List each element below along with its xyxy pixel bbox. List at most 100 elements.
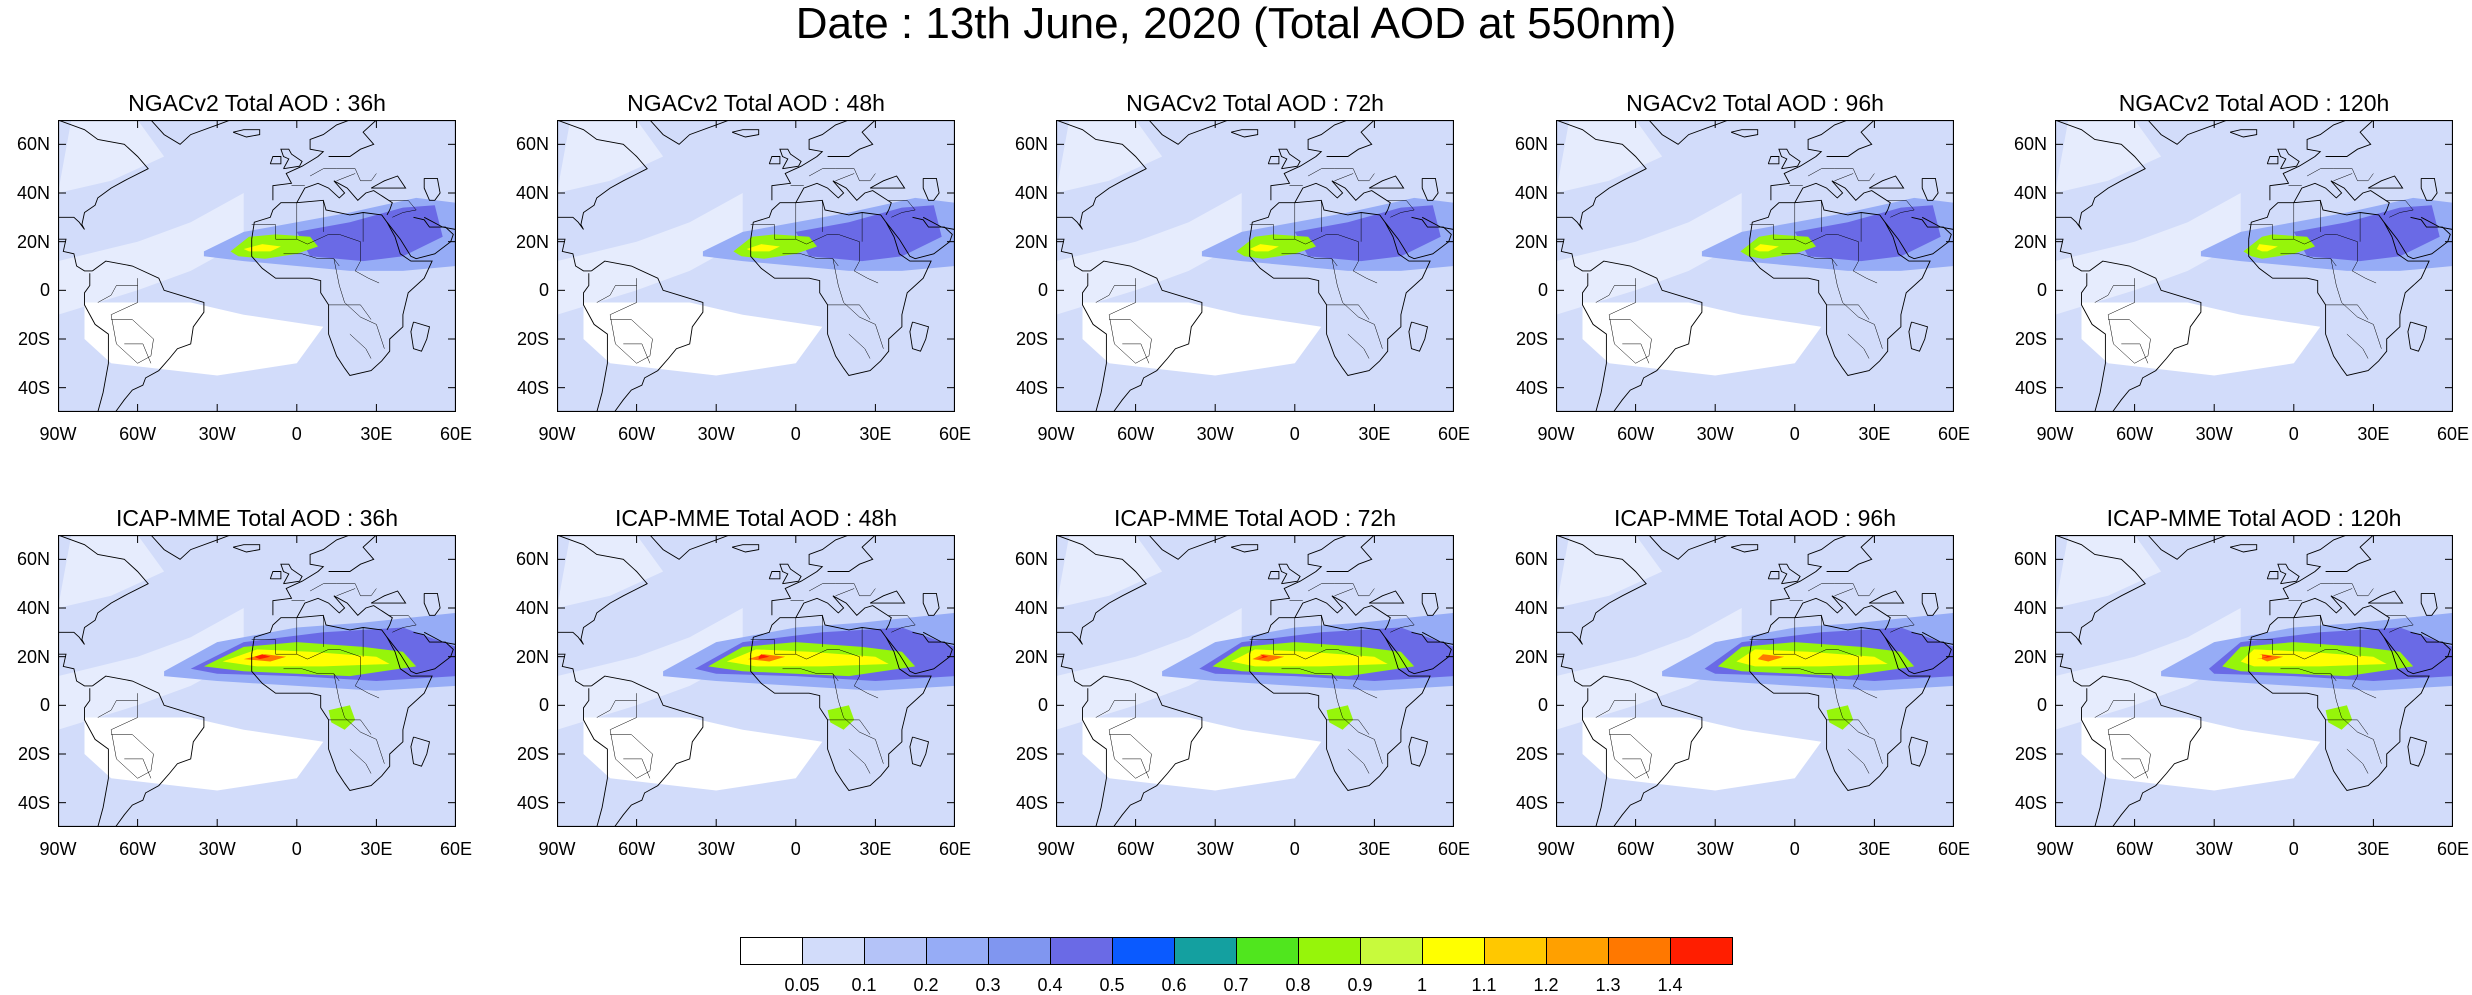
colorbar-swatch: [1670, 937, 1733, 965]
coastline: [827, 535, 876, 572]
lat-tick-label: 0: [2036, 695, 2047, 716]
map-frame: [557, 535, 955, 827]
country-border: [888, 615, 916, 633]
lon-tick-label: 0: [2288, 839, 2299, 859]
lat-tick-label: 0: [1537, 695, 1548, 716]
lon-tick-label: 60E: [439, 839, 473, 859]
coastline: [2055, 653, 2090, 687]
colorbar-label: 1: [1416, 975, 1427, 995]
coastline: [2055, 688, 2106, 827]
coastline: [557, 653, 592, 687]
map-panel: ICAP-MME Total AOD : 120h: [2055, 505, 2453, 827]
coastline: [2277, 563, 2300, 585]
coastline: [92, 675, 205, 827]
lat-tick-label: 0: [39, 280, 50, 301]
country-border: [2107, 693, 2151, 779]
country-border: [336, 173, 356, 182]
lat-tick-label: 20S: [2014, 744, 2047, 764]
lon-tick-label: 0: [2288, 424, 2299, 444]
lat-tick-label: 20N: [2013, 646, 2047, 667]
colorbar-swatch: [1422, 937, 1485, 965]
country-border: [309, 168, 377, 182]
coastline: [1778, 148, 1801, 170]
country-border: [1847, 748, 1870, 774]
country-border: [1781, 253, 1838, 267]
country-border: [97, 285, 138, 303]
country-border: [2280, 253, 2337, 267]
map-frame: [1056, 120, 1454, 412]
lat-tick-label: 20N: [1014, 231, 1048, 252]
country-border: [2248, 224, 2377, 284]
country-border: [827, 304, 871, 320]
coastline: [1056, 535, 1147, 645]
lat-tick-label: 60N: [515, 134, 549, 155]
colorbar-label: 0.3: [975, 975, 1001, 995]
country-border: [1622, 343, 1650, 364]
low-aod-region: [58, 608, 244, 730]
colorbar-swatch: [740, 937, 803, 965]
lon-tick-label: 90W: [2036, 839, 2074, 859]
coastline: [1868, 590, 1905, 604]
country-border: [251, 224, 380, 284]
lon-tick-label: 0: [1789, 424, 1800, 444]
aod-plume: [1736, 649, 1888, 667]
country-border: [1608, 693, 1652, 779]
map-frame: [2055, 535, 2453, 827]
lon-tick-label: 0: [1289, 424, 1300, 444]
country-border: [333, 673, 385, 764]
country-border: [623, 343, 651, 364]
country-border: [1622, 758, 1650, 779]
map-frame: [1556, 535, 1954, 827]
coastline: [1294, 180, 1391, 216]
lat-tick-label: 40S: [516, 792, 549, 813]
coastline: [1826, 120, 1875, 157]
lat-tick-label: 20N: [2013, 231, 2047, 252]
lon-tick-label: 30W: [697, 839, 735, 859]
country-border: [782, 668, 839, 682]
coastline: [909, 736, 930, 767]
coastline: [2325, 120, 2374, 157]
coastline: [557, 535, 648, 645]
lat-tick-label: 0: [1037, 695, 1048, 716]
low-aod-region: [1056, 193, 1242, 315]
lon-tick-label: 30W: [2195, 424, 2233, 444]
lat-tick-label: 60N: [2013, 549, 2047, 570]
country-border: [2121, 343, 2149, 364]
colorbar-swatch: [1112, 937, 1175, 965]
country-border: [2386, 615, 2414, 633]
country-border: [2330, 673, 2382, 764]
country-border: [1847, 333, 1870, 359]
lat-tick-label: 20S: [516, 329, 549, 349]
country-border: [1334, 173, 1354, 182]
coastline: [795, 595, 892, 631]
lat-tick-label: 40S: [1515, 792, 1548, 813]
country-border: [2346, 748, 2369, 774]
coastline: [58, 273, 109, 412]
coastline: [922, 592, 940, 616]
clean-air-region: [84, 302, 324, 376]
country-border: [110, 693, 154, 779]
lat-tick-label: 40N: [1014, 598, 1048, 618]
colorbar-swatch: [1298, 937, 1361, 965]
coastline: [1230, 129, 1259, 138]
low-aod-region: [1056, 535, 1163, 608]
country-border: [1831, 673, 1883, 764]
coastline: [1267, 571, 1280, 580]
coastline: [58, 120, 149, 230]
aod-plume: [726, 649, 889, 667]
colorbar-label: 0.1: [851, 975, 877, 995]
country-border: [832, 673, 884, 764]
map-panel: NGACv2 Total AOD : 120h: [2055, 90, 2453, 412]
country-border: [888, 200, 916, 218]
coastline: [2293, 180, 2390, 216]
colorbar-label: 0.8: [1285, 975, 1311, 995]
map-panel: NGACv2 Total AOD : 72h: [1056, 90, 1454, 412]
coastline: [58, 535, 149, 645]
lon-tick-label: 90W: [538, 839, 576, 859]
colorbar-swatch: [1360, 937, 1423, 965]
lat-tick-label: 60N: [16, 549, 50, 570]
lon-tick-label: 90W: [39, 839, 77, 859]
lon-tick-label: 30E: [1358, 839, 1391, 859]
coastline: [922, 631, 955, 645]
map-frame: [1056, 535, 1454, 827]
